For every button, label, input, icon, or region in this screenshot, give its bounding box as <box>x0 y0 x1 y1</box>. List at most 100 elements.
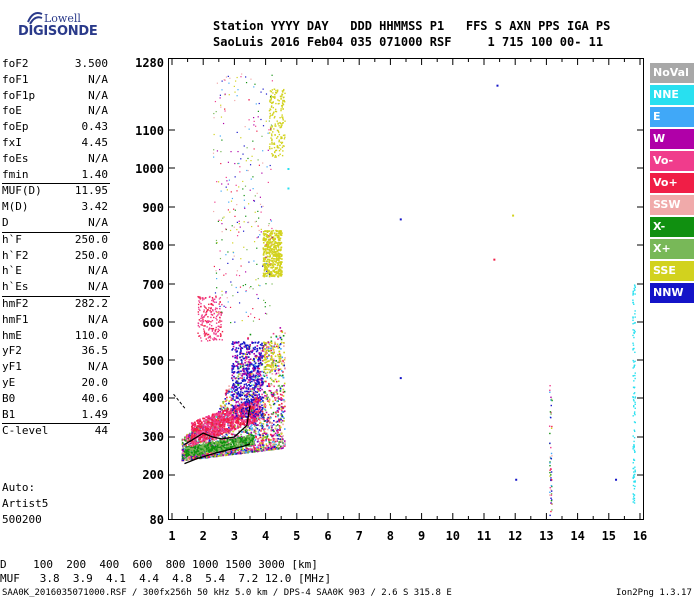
echo-point <box>276 245 278 247</box>
echo-point <box>264 372 267 375</box>
echo-point <box>200 422 203 424</box>
echo-point <box>239 442 242 444</box>
echo-point <box>231 427 234 430</box>
echo-point <box>276 407 279 410</box>
echo-point <box>227 451 229 453</box>
echo-point <box>266 264 269 267</box>
echo-point <box>252 347 255 349</box>
echo-point <box>197 420 200 423</box>
echo-point <box>281 445 284 448</box>
echo-point <box>232 355 234 358</box>
echo-point <box>276 444 279 447</box>
echo-point <box>268 354 270 357</box>
echo-point <box>215 449 218 451</box>
echo-point <box>225 408 228 410</box>
echo-point <box>229 451 232 454</box>
echo-point <box>245 353 247 355</box>
echo-point <box>237 384 240 386</box>
echo-point <box>190 433 192 435</box>
echo-point <box>247 379 250 381</box>
echo-point <box>255 372 258 374</box>
echo-point <box>259 353 261 356</box>
echo-point <box>276 430 278 432</box>
echo-point <box>193 454 196 456</box>
echo-point <box>239 422 242 424</box>
echo-point <box>219 430 221 432</box>
echo-point <box>240 417 243 420</box>
echo-point <box>220 419 223 421</box>
echo-point <box>187 436 190 439</box>
echo-point <box>267 420 269 422</box>
echo-point <box>261 404 263 407</box>
echo-point <box>257 399 260 402</box>
param-row: h`F 250.0 <box>0 233 112 249</box>
echo-point <box>244 390 246 393</box>
echo-point <box>257 431 260 433</box>
echo-point <box>207 417 209 420</box>
echo-point <box>228 414 231 416</box>
echo-point <box>269 234 272 237</box>
echo-point <box>280 397 282 399</box>
echo-point <box>231 440 234 443</box>
param-row: h`F2 250.0 <box>0 249 112 265</box>
echo-point <box>248 427 251 429</box>
echo-point <box>259 355 262 357</box>
echo-point <box>245 356 247 359</box>
echo-point <box>232 365 234 368</box>
echo-point <box>276 242 279 244</box>
echo-point <box>193 438 196 441</box>
echo-point <box>195 429 198 432</box>
echo-point <box>272 394 274 396</box>
echo-point <box>256 383 259 386</box>
echo-point <box>249 436 252 438</box>
echo-point <box>187 448 190 450</box>
echo-point <box>264 366 267 368</box>
echo-point <box>248 384 250 386</box>
echo-point <box>249 439 252 442</box>
echo-point <box>217 430 220 433</box>
echo-point <box>269 444 272 447</box>
echo-point <box>231 418 233 421</box>
echo-point <box>262 264 265 267</box>
echo-point <box>240 447 243 450</box>
echo-point <box>231 445 234 448</box>
echo-point <box>246 377 248 379</box>
echo-point <box>254 394 257 397</box>
echo-point <box>238 438 241 441</box>
echo-point <box>266 258 269 261</box>
echo-point <box>233 415 236 418</box>
echo-point <box>204 456 207 459</box>
echo-point <box>212 454 214 456</box>
echo-point <box>259 399 262 401</box>
echo-point <box>238 452 241 455</box>
echo-point <box>189 458 192 460</box>
echo-point <box>258 399 261 402</box>
echo-point <box>277 396 280 398</box>
echo-point <box>183 443 185 446</box>
echo-point <box>248 406 250 409</box>
param-value: 44 <box>94 424 108 438</box>
echo-point <box>245 394 248 397</box>
echo-point <box>206 426 208 429</box>
echo-point <box>265 351 268 353</box>
echo-point <box>257 446 259 449</box>
echo-point <box>273 448 275 451</box>
echo-point <box>237 370 240 373</box>
echo-point <box>260 406 262 409</box>
echo-point <box>277 135 279 138</box>
echo-point <box>184 449 187 451</box>
echo-point <box>239 398 241 400</box>
echo-point <box>240 388 242 391</box>
echo-point <box>187 452 190 455</box>
echo-point <box>225 391 228 394</box>
echo-point <box>237 408 240 411</box>
echo-point <box>254 366 256 369</box>
echo-point <box>209 428 212 431</box>
echo-point <box>183 453 186 456</box>
echo-point <box>252 364 255 367</box>
echo-point <box>221 435 224 438</box>
echo-point <box>281 273 283 276</box>
echo-point <box>223 430 226 432</box>
echo-point <box>231 369 233 371</box>
echo-point <box>224 442 227 445</box>
